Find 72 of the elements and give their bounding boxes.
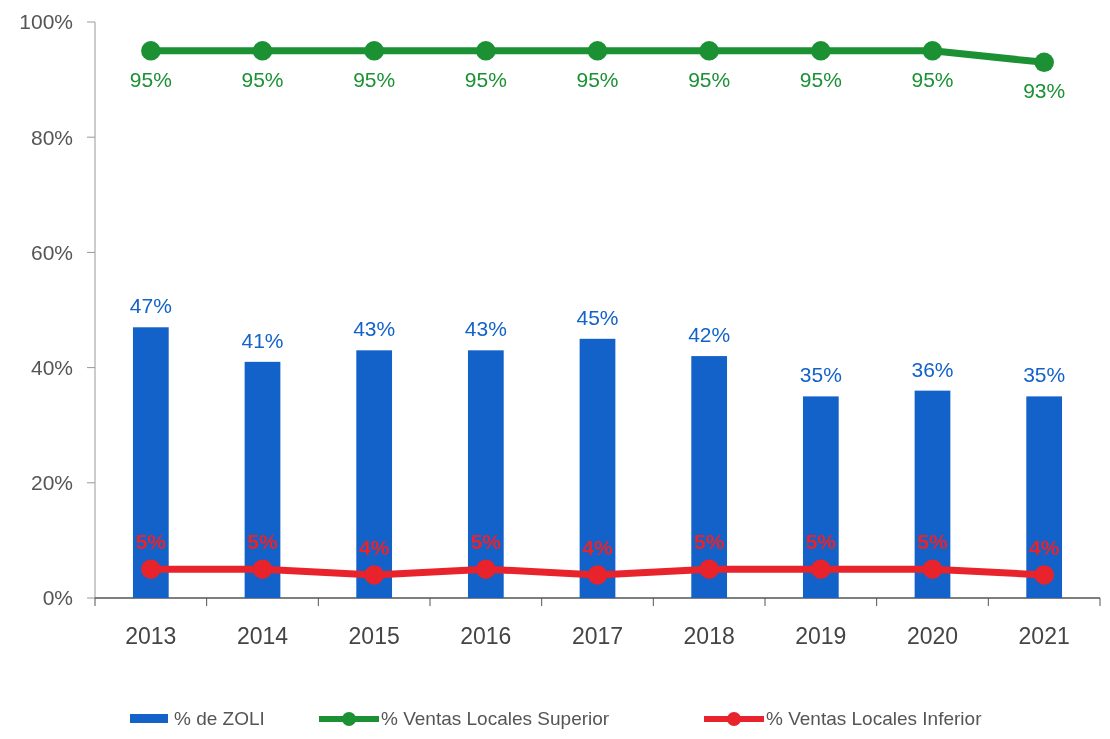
data-label: 41% xyxy=(241,328,284,352)
data-label: 95% xyxy=(799,67,842,91)
legend-label: % de ZOLI xyxy=(174,708,265,729)
x-tick-label: 2014 xyxy=(236,623,289,649)
data-label: 95% xyxy=(464,67,507,91)
bar xyxy=(132,327,169,598)
point xyxy=(1034,52,1054,73)
x-tick-label: 2020 xyxy=(906,623,959,649)
x-tick-label: 2017 xyxy=(571,623,624,649)
data-label: 45% xyxy=(576,305,619,329)
y-tick-label: 20% xyxy=(30,471,73,495)
x-tick-label: 2013 xyxy=(125,623,177,649)
data-label: 4% xyxy=(358,535,390,559)
data-label: 5% xyxy=(805,530,837,554)
data-label: 95% xyxy=(129,67,172,91)
data-label: 35% xyxy=(1023,363,1066,387)
point xyxy=(922,41,943,61)
x-tick-label: 2015 xyxy=(348,623,400,649)
bar xyxy=(244,361,281,598)
point xyxy=(811,41,831,61)
bar xyxy=(691,356,728,598)
data-label: 95% xyxy=(688,67,731,91)
x-tick-label: 2018 xyxy=(683,623,735,649)
y-tick-label: 100% xyxy=(19,10,73,34)
data-label: 4% xyxy=(1028,535,1060,559)
x-tick-label: 2016 xyxy=(460,623,512,649)
data-label: 5% xyxy=(470,530,502,554)
y-tick-label: 60% xyxy=(30,240,73,264)
data-label: 93% xyxy=(1023,79,1066,103)
x-tick-label: 2019 xyxy=(795,623,847,649)
point xyxy=(364,565,384,585)
data-label: 36% xyxy=(911,357,954,381)
legend-label: % Ventas Locales Inferior xyxy=(766,708,983,729)
data-label: 95% xyxy=(911,67,954,91)
point xyxy=(922,559,943,579)
bar xyxy=(1026,396,1063,598)
legend-label: % Ventas Locales Superior xyxy=(381,708,610,729)
data-label: 95% xyxy=(241,67,284,91)
data-label: 95% xyxy=(353,67,396,91)
data-label: 43% xyxy=(353,317,396,341)
point xyxy=(252,41,273,61)
y-tick-label: 0% xyxy=(42,586,73,610)
point xyxy=(699,41,719,61)
point xyxy=(141,41,161,61)
bar xyxy=(914,390,951,598)
point xyxy=(252,559,273,579)
bar xyxy=(356,350,393,598)
data-label: 95% xyxy=(576,67,619,91)
data-label: 43% xyxy=(464,317,507,341)
point xyxy=(364,41,384,61)
point xyxy=(476,41,496,61)
data-label: 5% xyxy=(135,530,167,554)
data-label: 42% xyxy=(688,323,731,347)
x-tick-label: 2021 xyxy=(1018,623,1070,649)
data-label: 35% xyxy=(799,363,842,387)
data-label: 5% xyxy=(247,530,278,554)
y-tick-label: 80% xyxy=(30,125,73,149)
bar xyxy=(467,350,504,598)
y-tick-label: 40% xyxy=(30,355,73,379)
point xyxy=(1034,565,1054,585)
point xyxy=(811,559,831,579)
bar xyxy=(802,396,839,598)
data-label: 5% xyxy=(917,530,948,554)
point xyxy=(141,559,161,579)
data-label: 5% xyxy=(693,530,725,554)
data-label: 47% xyxy=(129,294,172,318)
bar xyxy=(579,338,616,598)
point xyxy=(587,565,608,585)
data-label: 4% xyxy=(582,535,613,559)
point xyxy=(587,41,608,61)
point xyxy=(699,559,719,579)
point xyxy=(476,559,496,579)
